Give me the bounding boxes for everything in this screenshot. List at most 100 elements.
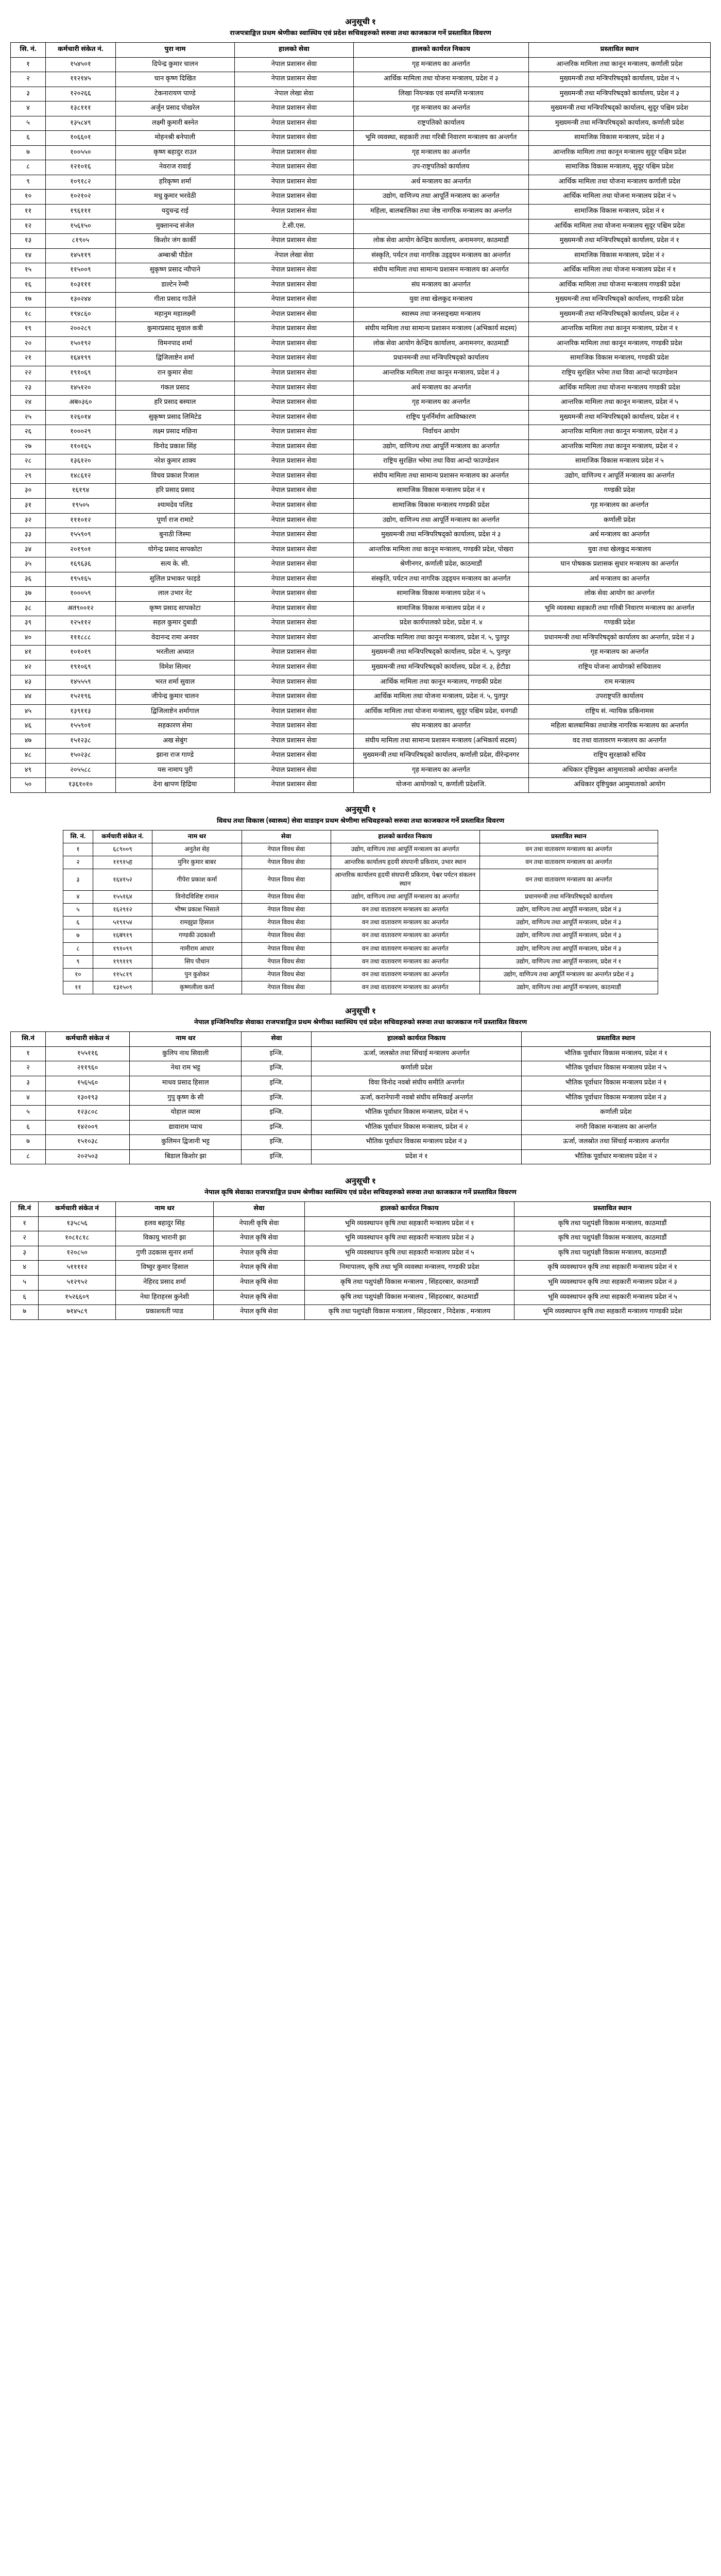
table-row: ७१५१०३८कुलिमन द्विजानी भट्टइन्जि.भौतिक प… [11, 1135, 711, 1150]
table-cell: २४ [11, 396, 46, 411]
table-cell: नेपाल कृषि सेवा [214, 1246, 305, 1261]
table-cell: १३६१२० [45, 454, 115, 469]
table-cell: मुख्यमन्त्री तथा मन्त्रिपरिषद्को कार्याल… [528, 307, 710, 322]
table-row: ७१६ब९१९गण्डकी उदकाशीनेपाल विवध सेवावन तथ… [63, 929, 658, 942]
column-header: नाम थर [152, 830, 242, 843]
table-cell: १०९१८२ [45, 175, 115, 190]
table-cell [353, 219, 528, 234]
table-cell: विमनपाद शर्मा [115, 336, 234, 351]
table-cell: १९६१११ [45, 205, 115, 219]
table-cell: नेपाल प्रशासन सेवा [234, 749, 353, 764]
table-row: २११९१५हमुनिर कुमार बाबरनेपाल विवध सेवाआन… [63, 856, 658, 869]
table-cell: ५ [11, 1275, 39, 1290]
table-cell: १५०२३८ [45, 749, 115, 764]
table-cell: १३ [11, 234, 46, 249]
table-row: २३१४५१२०गंकल प्रसादनेपाल प्रशासन सेवाअर्… [11, 381, 711, 396]
table-cell: सामाजिक विकास मन्त्रालय प्रदेश नं ५ [528, 454, 710, 469]
table-cell: ११५८१९ [93, 968, 152, 981]
table-cell: सुकृष्ण प्रसाद लिमिटेड [115, 410, 234, 425]
table-cell: नेपाल प्रशासन सेवा [234, 175, 353, 190]
table-cell: कृषि तथा पशुपंक्षी विकास मन्त्रालय, काठम… [514, 1246, 711, 1261]
table-cell: ११२१४५ [45, 72, 115, 87]
table-cell: उद्योग, वाणिज्य तथा आपूर्ति मन्त्रालय, प… [479, 929, 658, 942]
schedule-subtitle-1: विवध तथा विकास (स्वास्थ्य) सेवा वाडाइन प… [10, 817, 711, 826]
table-cell: ३७ [11, 587, 46, 602]
table-cell: वद तथा वातावरण मन्त्रालय का अन्तर्गत [528, 734, 710, 749]
table-cell: इन्जि. [242, 1135, 312, 1150]
table-cell: आन्तरिक मामिला तथा कानून मन्त्रालय सुदूर… [528, 145, 710, 160]
table-cell: मुख्यमन्त्री तथा मन्त्रिपरिषद्को कार्याल… [528, 116, 710, 131]
table-cell: नेपाल विवध सेवा [242, 981, 331, 994]
table-cell: ८१९०५ [45, 234, 115, 249]
table-cell: मुनिर कुमार बाबर [152, 856, 242, 869]
table-cell: विवा विनोद नवबो संघीय समीति अन्तर्गत [312, 1076, 522, 1091]
table-cell: २५ [11, 410, 46, 425]
table-cell: नेपाल प्रशासन सेवा [234, 513, 353, 528]
table-cell: उद्योग, वाणिज्य तथा आपूर्ति मन्त्रालय का… [331, 843, 479, 856]
table-cell: नेपाल प्रशासन सेवा [234, 719, 353, 734]
table-cell: नेपाल प्रशासन सेवा [234, 396, 353, 411]
table-cell: नेपाल प्रशासन सेवा [234, 57, 353, 72]
table-row: ११३५८५६हलव बहादुर सिंहनेपाली कृषि सेवाभू… [11, 1216, 711, 1231]
table-cell: अम्बाश्री पौडेल [115, 248, 234, 263]
table-row: २७११०१६५विनोद प्रकाश सिंहनेपाल प्रशासन स… [11, 439, 711, 454]
table-cell: देना श्चापण हिद्रिया [115, 778, 234, 793]
table-cell: अर्थ मन्त्रालय का अन्तर्गत [528, 528, 710, 543]
table-cell: आन्तरिक कार्यालय हृदयी संघपानी प्रकिराम,… [331, 869, 479, 890]
table-row: ८१९१०९९नामीराम आधारनेपाल विवध सेवावन तथा… [63, 942, 658, 955]
table-cell: ६ [11, 1120, 46, 1135]
table-row: ४४१५२१९६जीपेन्द्र कुमार चालननेपाल प्रशास… [11, 690, 711, 705]
table-cell: वन तथा वातावरण मन्त्रालय का अन्तर्गत [331, 917, 479, 929]
table-cell: नेपाल विवध सेवा [242, 890, 331, 903]
table-row: ११५५११६कुलिप नाथ सिवालीइन्जि.ऊर्जा, जलस्… [11, 1046, 711, 1061]
table-cell: आन्तरिक मामिला तथा कानून मन्त्रालय, कर्ण… [528, 57, 710, 72]
table-cell: १५०१९२ [45, 336, 115, 351]
table-cell: हरि प्रसाद प्रसाद [115, 484, 234, 499]
table-cell: ऊर्जा, जलस्रोत तथा सिंचाई मन्त्रालय अन्त… [312, 1046, 522, 1061]
table-cell: आन्तरिक मामिला तथा कानून मन्त्रालय, प्रद… [528, 396, 710, 411]
column-header: हालको कार्यरत निकाय [304, 1202, 514, 1217]
table-cell: मुख्यमन्त्री तथा मन्त्रिपरिषद्को कार्याल… [528, 234, 710, 249]
table-cell: ४ [11, 1091, 46, 1106]
table-cell: १४५१२० [45, 381, 115, 396]
table-cell: १९१०६९ [45, 366, 115, 381]
table-cell: १०३१११ [45, 278, 115, 293]
table-cell: नेपाल कृषि सेवा [214, 1290, 305, 1305]
table-cell: संघीय मामिला तथा सामान्य प्रशासन मन्त्रा… [353, 263, 528, 278]
table-cell: नेपाल प्रशासन सेवा [234, 778, 353, 793]
table-cell: १२५११२ [45, 616, 115, 631]
table-cell: १७ [11, 293, 46, 308]
table-cell: नेपाल प्रशासन सेवा [234, 101, 353, 116]
table-cell: कुलिमन द्विजानी भट्ट [130, 1135, 242, 1150]
column-header: प्रस्तावित स्थान [479, 830, 658, 843]
table-row: ३७१०००५९लाल उभार नेटनेपाल प्रशासन सेवासा… [11, 587, 711, 602]
table-cell: गृह मन्त्रालय का अन्तर्गत [353, 396, 528, 411]
table-cell: अर्जुन प्रसाद पोखरेल [115, 101, 234, 116]
table-cell: संघ मन्त्रालय का अन्तर्गत [353, 278, 528, 293]
table-cell: १३८१११ [45, 101, 115, 116]
table-cell: नेपाल विवध सेवा [242, 942, 331, 955]
table-cell: वन तथा वातावरण मन्त्रालय का अन्तर्गत [331, 929, 479, 942]
table-cell: कर्णाली प्रदेश [522, 1106, 711, 1121]
table-row: २०१५०१९२विमनपाद शर्मानेपाल प्रशासन सेवाल… [11, 336, 711, 351]
table-row: ९१९९११९सिप पौधाननेपाल विवध सेवावन तथा वा… [63, 955, 658, 968]
table-cell: विनोदविशिष्ट रामाल [152, 890, 242, 903]
table-cell: आर्थिक मामिला तथा योजना मन्त्रालय, प्रदे… [353, 72, 528, 87]
table-cell: गुपु कृष्ण के सी [130, 1091, 242, 1106]
table-cell: ११०१६५ [45, 439, 115, 454]
table-cell: १०००५९ [45, 587, 115, 602]
table-cell: नेपाल प्रशासन सेवा [234, 543, 353, 557]
table-cell: उद्योग, वाणिज्य तथा आपूर्ति मन्त्रालय का… [353, 513, 528, 528]
table-cell: नेवराज रावाई [115, 160, 234, 175]
table-cell: उद्योग, वाणिज्य तथा आपूर्ति मन्त्रालय का… [353, 190, 528, 205]
table-cell: गुणी उदकास सुनार शर्मा [115, 1246, 213, 1261]
table-cell: नेपाल प्रशासन सेवा [234, 675, 353, 690]
table-row: ९१०९१८२हरिकृष्ण शर्मानेपाल प्रशासन सेवाअ… [11, 175, 711, 190]
table-cell: घान पोषकक प्रशासक सुधार मन्त्रालय का अन्… [528, 557, 710, 572]
table-cell: अख सेबुंग [115, 734, 234, 749]
table-cell: नेपाल प्रशासन सेवा [234, 278, 353, 293]
table-cell: नेपाल विवध सेवा [242, 904, 331, 917]
table-cell: १०६६०१ [45, 131, 115, 146]
table-cell: लक्ष्मी कुमारी बस्नेत [115, 116, 234, 131]
table-cell: ७ [63, 929, 93, 942]
